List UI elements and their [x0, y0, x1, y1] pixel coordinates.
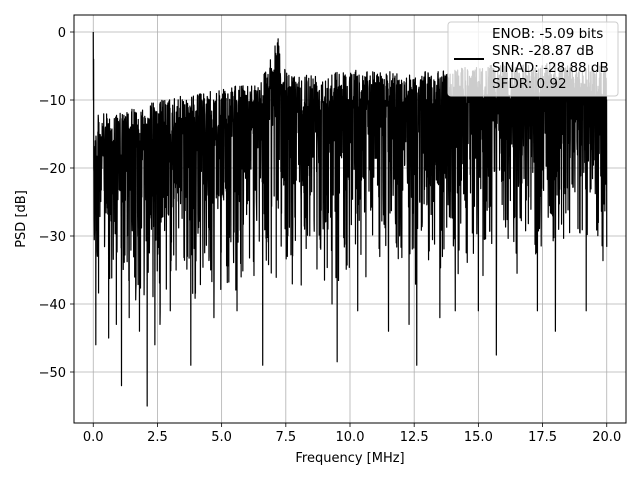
x-tick-label-8: 20.0 [592, 430, 621, 445]
x-tick-label-0: 0.0 [83, 430, 104, 445]
x-tick-label-4: 10.0 [336, 430, 365, 445]
x-axis-ticks: 0.0 2.5 5.0 7.5 10.0 12.5 15.0 17.5 20.0 [83, 423, 621, 445]
x-tick-label-7: 17.5 [528, 430, 557, 445]
x-axis-label: Frequency [MHz] [295, 451, 404, 466]
psd-line [92, 31, 608, 407]
legend: ENOB: -5.09 bits SNR: -28.87 dB SINAD: -… [447, 21, 619, 97]
x-tick-label-6: 15.0 [464, 430, 493, 445]
y-axis-label: PSD [dB] [14, 190, 29, 248]
legend-entry-sinad: SINAD: -28.88 dB [492, 60, 609, 76]
y-axis-ticks: 0 −10 −20 −30 −40 −50 [39, 26, 74, 381]
y-tick-label-2: −20 [39, 162, 66, 177]
y-tick-label-1: −10 [39, 94, 66, 109]
y-tick-label-3: −30 [39, 230, 66, 245]
y-tick-label-5: −50 [39, 366, 66, 381]
legend-box [447, 21, 619, 97]
x-tick-label-2: 5.0 [211, 430, 232, 445]
legend-entry-sfdr: SFDR: 0.92 [492, 76, 567, 92]
y-tick-label-4: −40 [39, 298, 66, 313]
x-tick-label-5: 12.5 [400, 430, 429, 445]
psd-series [92, 31, 608, 407]
x-tick-label-3: 7.5 [275, 430, 296, 445]
x-tick-label-1: 2.5 [147, 430, 168, 445]
y-tick-label-0: 0 [58, 26, 66, 41]
legend-entry-snr: SNR: -28.87 dB [492, 43, 594, 59]
legend-entry-enob: ENOB: -5.09 bits [492, 26, 603, 42]
